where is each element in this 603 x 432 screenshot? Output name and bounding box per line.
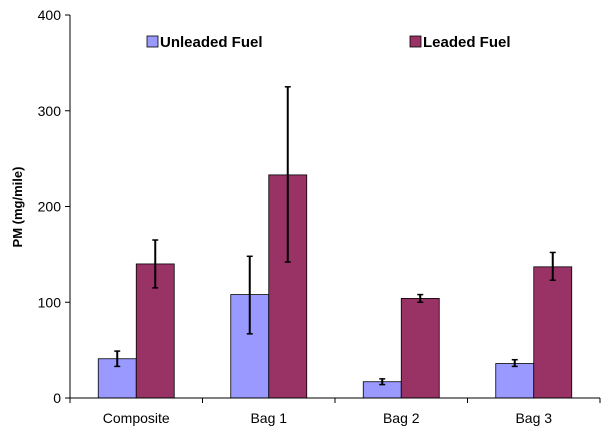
error-bar — [114, 350, 121, 368]
legend-swatch — [146, 35, 159, 48]
error-bar — [549, 251, 556, 281]
x-tick-label: Bag 3 — [515, 410, 552, 426]
error-bars — [114, 86, 556, 386]
y-tick-label: 300 — [38, 103, 62, 119]
legend-label: Leaded Fuel — [423, 34, 511, 51]
error-bar — [152, 239, 159, 289]
bar — [400, 298, 440, 399]
y-tick-label: 200 — [38, 199, 62, 215]
y-axis-ticks: 0 100 200 300 400 — [38, 7, 70, 406]
x-tick-label: Bag 1 — [250, 410, 287, 426]
bar — [533, 266, 573, 399]
error-bar — [417, 293, 424, 303]
x-tick-label: Bag 2 — [383, 410, 420, 426]
legend-label: Unleaded Fuel — [160, 34, 263, 51]
y-tick-label: 400 — [38, 7, 62, 23]
error-bar — [246, 255, 253, 335]
legend-item: Leaded Fuel — [409, 34, 511, 51]
error-bar — [511, 358, 518, 368]
legend-item: Unleaded Fuel — [146, 34, 263, 51]
y-tick-label: 100 — [38, 294, 62, 310]
x-tick-label: Composite — [103, 410, 170, 426]
bar — [268, 174, 308, 399]
bars — [97, 174, 573, 399]
error-bar — [284, 86, 291, 263]
x-axis-ticks: Composite Bag 1 Bag 2 Bag 3 — [69, 398, 601, 426]
y-axis-title: PM (mg/mile) — [10, 167, 25, 248]
bar — [495, 363, 535, 399]
y-tick-label: 0 — [53, 390, 61, 406]
legend-swatch — [409, 35, 422, 48]
legend: Unleaded Fuel Leaded Fuel — [146, 34, 511, 51]
error-bar — [379, 378, 386, 386]
